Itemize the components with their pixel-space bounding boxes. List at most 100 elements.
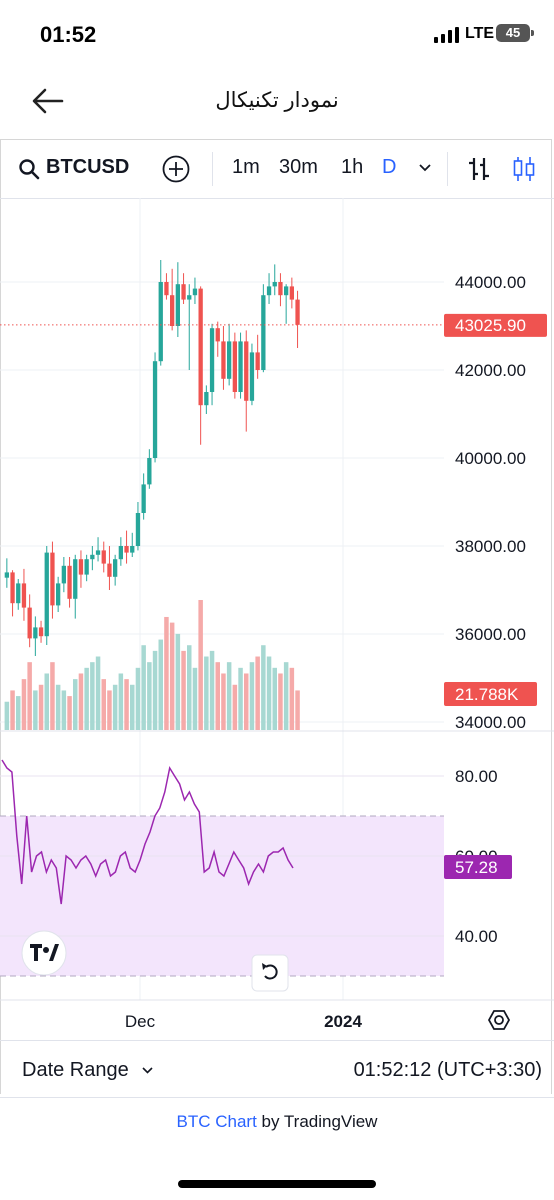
candle-body	[84, 559, 89, 575]
volume-bar	[187, 645, 192, 730]
candle-body	[266, 286, 272, 296]
price-tick-label: 42000.00	[455, 361, 526, 380]
volume-bar	[266, 656, 272, 730]
volume-bar	[95, 656, 101, 730]
chart-bottom-bar	[0, 1040, 554, 1098]
volume-bar	[101, 679, 106, 730]
volume-bar	[261, 645, 266, 730]
volume-bar	[283, 662, 289, 730]
volume-bar	[198, 600, 203, 730]
volume-bar	[55, 684, 61, 730]
status-time: 01:52	[40, 22, 97, 47]
price-tick-label: 36000.00	[455, 625, 526, 644]
volume-bar	[135, 667, 141, 730]
symbol-selector[interactable]: BTCUSD	[46, 156, 130, 178]
time-tick-label: 2024	[324, 1012, 362, 1031]
volume-bar	[107, 690, 112, 730]
volume-bar	[16, 696, 21, 730]
chevron-down-icon[interactable]	[418, 163, 432, 173]
candle-body	[101, 550, 106, 564]
candle-body	[27, 607, 32, 639]
candles-icon[interactable]	[511, 155, 537, 183]
candle-body	[278, 282, 283, 296]
volume-bar	[192, 667, 198, 730]
candle-body	[187, 295, 192, 300]
time-tick-label: Dec	[125, 1012, 156, 1031]
rsi-line	[1, 759, 294, 905]
attribution: BTC Chart by TradingView	[0, 1112, 554, 1132]
candle-body	[73, 559, 78, 599]
candle-body	[152, 361, 158, 458]
price-chart[interactable]: 44000.00 42000.00 40000.00 38000.00 36000.00…	[0, 198, 554, 1038]
candle-body	[95, 550, 101, 555]
battery-icon: 45	[496, 24, 530, 42]
candle-body	[113, 559, 118, 577]
toolbar-divider	[212, 152, 213, 186]
candle-body	[147, 458, 152, 485]
interval-d[interactable]: D	[382, 156, 397, 178]
candle-body	[261, 295, 266, 370]
volume-bar	[27, 662, 32, 730]
volume-bar	[255, 656, 260, 730]
volume-bar	[21, 679, 27, 730]
home-indicator[interactable]	[178, 1180, 376, 1188]
toolbar-divider	[447, 152, 448, 186]
arrow-left-icon[interactable]	[30, 85, 66, 117]
btc-chart-link[interactable]: BTC Chart	[176, 1112, 257, 1131]
candle-body	[215, 328, 220, 342]
volume-label: 21.788K	[455, 685, 519, 704]
date-range-button[interactable]: Date Range	[22, 1059, 129, 1081]
settings-icon[interactable]	[487, 1010, 511, 1030]
price-tick-label: 38000.00	[455, 537, 526, 556]
candle-body	[209, 328, 215, 392]
candle-body	[284, 286, 289, 296]
volume-bar	[215, 662, 220, 730]
timezone-clock[interactable]: 01:52:12 (UTC+3:30)	[353, 1059, 542, 1081]
plus-circle-icon[interactable]	[162, 155, 190, 183]
volume-bar	[158, 639, 163, 730]
chart-frame	[0, 139, 552, 1094]
volume-bar	[44, 673, 49, 730]
volume-bar	[169, 622, 175, 730]
bar-chart-icon[interactable]	[466, 155, 492, 183]
candle-body	[255, 352, 260, 370]
volume-bar	[295, 690, 300, 730]
volume-bar	[226, 662, 232, 730]
volume-bar	[38, 684, 44, 730]
volume-bar	[130, 684, 135, 730]
candle-body	[16, 583, 21, 604]
chevron-down-icon[interactable]	[141, 1066, 154, 1075]
volume-bar	[232, 684, 238, 730]
price-tick-label: 34000.00	[455, 713, 526, 732]
rsi-tick-label: 40.00	[455, 927, 498, 946]
volume-bar	[164, 616, 169, 730]
price-tick-label: 40000.00	[455, 449, 526, 468]
volume-bar	[118, 673, 124, 730]
volume-bar	[124, 679, 129, 730]
candle-body	[249, 352, 255, 401]
volume-bar	[84, 667, 89, 730]
interval-30m[interactable]: 30m	[279, 156, 318, 178]
volume-bar	[10, 690, 15, 730]
candle-body	[204, 392, 209, 406]
candle-body	[56, 583, 61, 606]
network-type: LTE	[465, 25, 495, 42]
volume-bar	[61, 690, 67, 730]
candle-body	[21, 583, 27, 608]
candle-body	[272, 282, 277, 287]
candle-body	[50, 552, 55, 606]
candle-body	[221, 341, 226, 379]
search-icon[interactable]	[18, 158, 40, 180]
volume-bar	[244, 673, 249, 730]
reset-icon[interactable]	[251, 954, 289, 992]
tradingview-logo[interactable]	[21, 930, 67, 976]
volume-bar	[181, 650, 186, 730]
candle-body	[164, 282, 169, 296]
last-price-label: 43025.90	[455, 316, 526, 335]
volume-bar	[50, 662, 55, 730]
interval-1m[interactable]: 1m	[232, 156, 260, 178]
candle-body	[90, 554, 95, 560]
interval-1h[interactable]: 1h	[341, 156, 364, 178]
volume-bar	[289, 667, 295, 730]
volume-bar	[238, 667, 243, 730]
